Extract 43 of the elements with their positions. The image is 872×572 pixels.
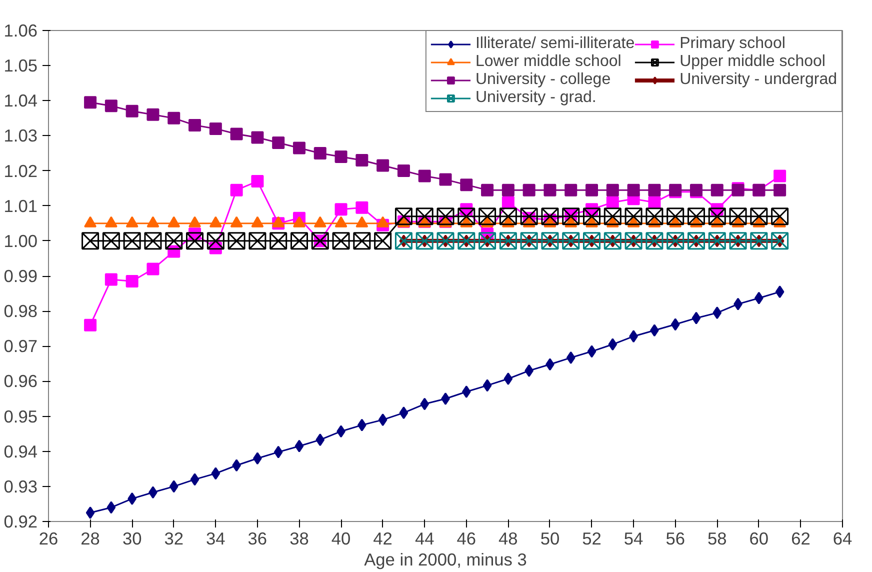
x-tick-label: 32 — [164, 528, 184, 548]
y-tick-label: 0.95 — [4, 406, 38, 426]
x-tick-label: 30 — [122, 528, 142, 548]
x-tick-label: 40 — [331, 528, 351, 548]
y-tick-label: 0.94 — [4, 441, 38, 462]
y-tick-label: 1.05 — [4, 56, 38, 76]
x-tick-label: 56 — [666, 528, 685, 548]
y-tick-label: 0.97 — [4, 336, 38, 356]
x-tick-label: 64 — [832, 528, 852, 548]
y-tick-label: 1.01 — [4, 196, 38, 216]
x-tick-label: 26 — [38, 528, 58, 548]
x-tick-label: 62 — [791, 528, 810, 548]
x-tick-label: 46 — [456, 528, 476, 548]
x-tick-label: 52 — [582, 528, 602, 548]
legend-label: Lower middle school — [475, 53, 622, 71]
x-tick-label: 36 — [248, 528, 268, 548]
y-tick-label: 1.02 — [4, 160, 38, 181]
y-tick-label: 0.92 — [4, 512, 38, 532]
x-tick-label: 60 — [749, 528, 769, 548]
y-tick-label: 0.93 — [4, 476, 38, 496]
y-tick-label: 0.99 — [4, 266, 38, 286]
legend-label: Primary school — [680, 35, 786, 53]
y-tick-label: 1.06 — [4, 20, 38, 40]
x-tick-label: 50 — [540, 528, 560, 548]
y-tick-label: 1.03 — [4, 126, 38, 146]
y-tick-label: 1.04 — [4, 90, 38, 111]
y-tick-label: 0.98 — [4, 301, 38, 322]
legend-label: University - grad. — [475, 89, 596, 107]
legend-label: University - college — [475, 71, 611, 89]
legend-label: Illiterate/ semi-illiterate — [475, 35, 635, 53]
x-axis-title: Age in 2000, minus 3 — [364, 550, 527, 570]
legend-label: University - undergrad — [680, 71, 837, 89]
x-tick-label: 54 — [624, 528, 644, 548]
x-tick-label: 38 — [290, 528, 309, 548]
x-tick-label: 42 — [373, 528, 392, 548]
x-tick-label: 28 — [80, 528, 100, 548]
y-tick-label: 1.00 — [4, 230, 38, 251]
x-tick-label: 48 — [498, 528, 518, 548]
y-tick-label: 0.96 — [4, 371, 38, 392]
x-tick-label: 34 — [206, 528, 226, 548]
legend-label: Upper middle school — [680, 53, 826, 71]
x-tick-label: 44 — [414, 528, 435, 548]
x-tick-label: 58 — [707, 528, 727, 548]
